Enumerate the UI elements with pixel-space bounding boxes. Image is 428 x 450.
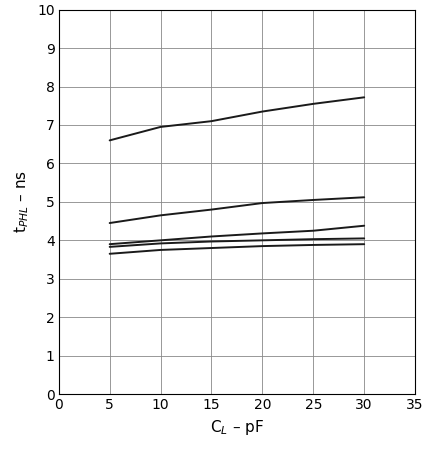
Y-axis label: t$_{PHL}$ – ns: t$_{PHL}$ – ns <box>13 170 31 234</box>
X-axis label: C$_L$ – pF: C$_L$ – pF <box>210 418 264 437</box>
